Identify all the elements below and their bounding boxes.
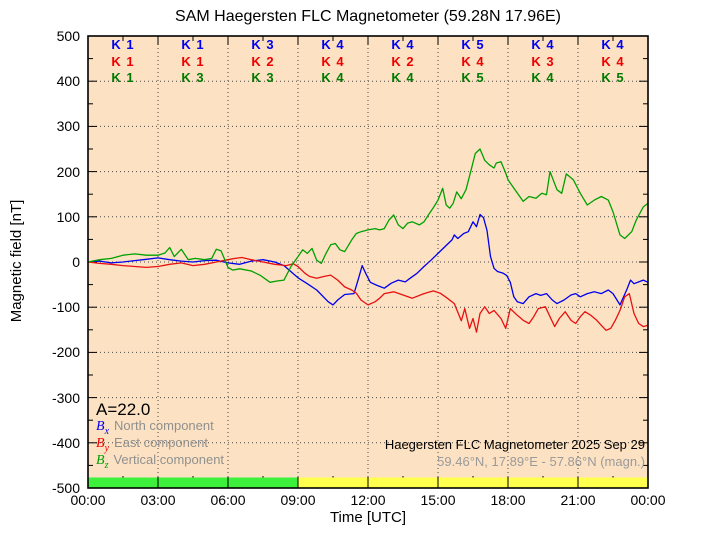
x-tick-label: 09:00 (280, 492, 316, 508)
k-index-value: K 1 (181, 54, 205, 69)
k-index-value: K 4 (321, 70, 345, 85)
y-tick-label: 0 (72, 254, 80, 270)
y-tick-label: -300 (51, 389, 80, 406)
legend-item-bx: Bx North component (96, 418, 214, 437)
k-index-value: K 3 (181, 70, 205, 85)
k-index-value: K 4 (321, 37, 345, 52)
chart-title: SAM Haegersten FLC Magnetometer (59.28N … (175, 8, 561, 25)
station-info-line: Haegersten FLC Magnetometer 2025 Sep 29 (384, 437, 645, 452)
activity-band-segment (298, 477, 648, 488)
k-index-value: K 2 (391, 54, 415, 69)
legend-item-by: By East component (96, 435, 208, 454)
k-index-value: K 1 (111, 37, 135, 52)
y-tick-label: 400 (56, 73, 80, 90)
k-index-value: K 5 (601, 70, 625, 85)
y-tick-label: 500 (56, 28, 80, 44)
legend-label-bx: North component (114, 418, 214, 433)
x-tick-label: 15:00 (420, 492, 456, 508)
k-index-value: K 5 (461, 70, 485, 85)
x-tick-label: 03:00 (140, 492, 176, 508)
y-tick-label: -200 (51, 344, 80, 361)
k-index-value: K 4 (531, 70, 555, 85)
k-index-value: K 5 (461, 37, 485, 52)
series-line-0 (87, 213, 649, 306)
k-index-value: K 3 (251, 37, 275, 52)
y-tick-label: 300 (56, 118, 80, 135)
k-index-value: K 4 (461, 54, 485, 69)
legend-item-bz: Bz Vertical component (96, 452, 225, 471)
k-index-value: K 4 (391, 70, 415, 85)
x-tick-label: 21:00 (560, 492, 596, 508)
plot-border (87, 35, 649, 489)
x-tick-label: 06:00 (210, 492, 246, 508)
x-tick-label: 18:00 (490, 492, 526, 508)
y-tick-label: -500 (51, 480, 80, 496)
y-axis-label: Magnetic field [nT] (8, 199, 25, 323)
k-index-value: K 3 (251, 70, 275, 85)
k-index-value: K 3 (531, 54, 555, 69)
legend-label-bz: Vertical component (113, 452, 225, 467)
y-tick-label: 200 (56, 163, 80, 180)
a-index-value: A=22.0 (96, 400, 151, 419)
k-index-value: K 4 (391, 37, 415, 52)
by-symbol: By (96, 436, 110, 454)
bx-symbol: Bx (96, 419, 110, 437)
k-index-value: K 4 (601, 54, 625, 69)
k-index-value: K 1 (111, 54, 135, 69)
series-line-1 (87, 256, 649, 333)
k-index-value: K 4 (531, 37, 555, 52)
station-coords-line: 59.46°N, 17.89°E - 57.86°N (magn.) (437, 454, 645, 469)
activity-band-segment (88, 477, 298, 488)
y-tick-label: 100 (56, 208, 80, 225)
bz-symbol: Bz (96, 453, 109, 471)
x-axis-label: Time [UTC] (329, 509, 407, 526)
x-tick-label: 00:00 (70, 492, 106, 508)
k-index-value: K 4 (601, 37, 625, 52)
legend-label-by: East component (114, 435, 208, 450)
x-tick-label: 00:00 (630, 492, 666, 508)
k-index-value: K 4 (321, 54, 345, 69)
series-line-2 (87, 148, 649, 283)
y-tick-label: -400 (51, 434, 80, 451)
k-index-value: K 1 (111, 70, 135, 85)
k-index-value: K 1 (181, 37, 205, 52)
x-tick-label: 12:00 (350, 492, 386, 508)
y-tick-label: -100 (51, 299, 80, 316)
k-index-value: K 2 (251, 54, 275, 69)
